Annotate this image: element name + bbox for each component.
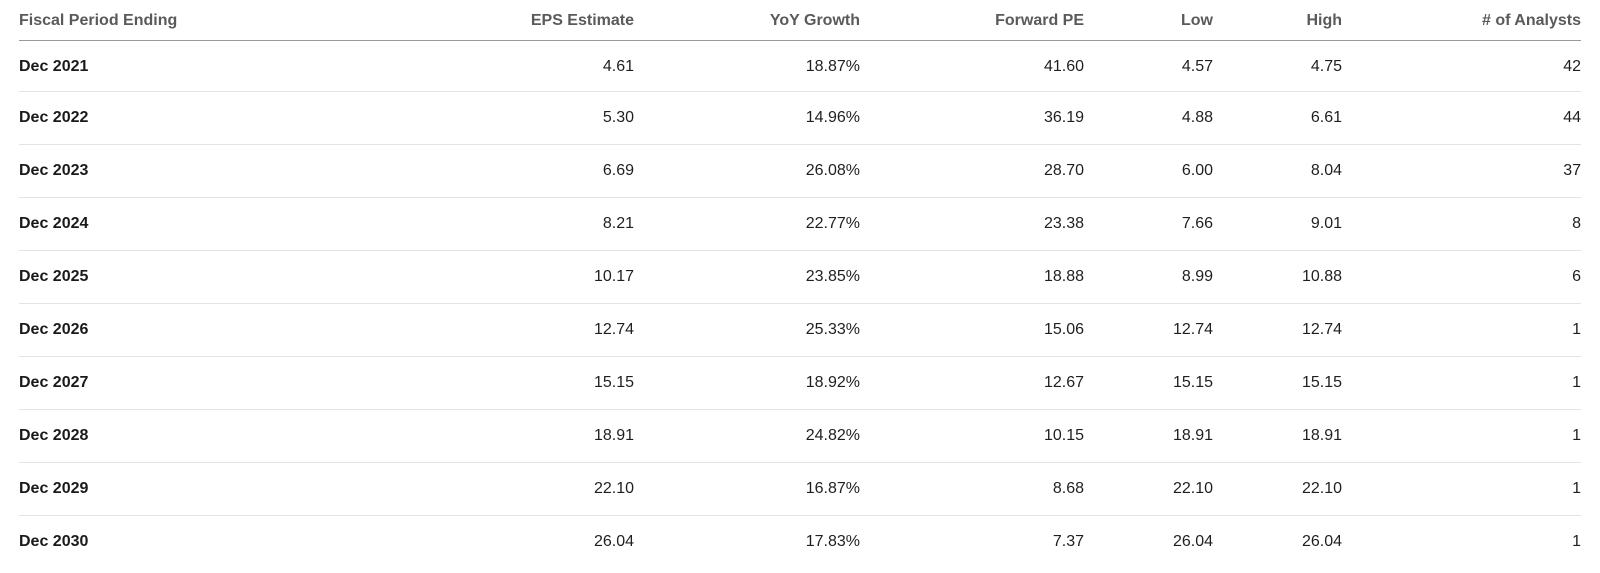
cell-eps-estimate: 22.10	[449, 462, 634, 516]
cell-analysts: 1	[1572, 532, 1581, 550]
cell-yoy-growth: 16.87%	[634, 462, 860, 516]
header-row: Fiscal Period Ending EPS Estimate YoY Gr…	[19, 0, 1581, 41]
cell-eps-estimate: 6.69	[449, 144, 634, 198]
cell-fiscal-period: Dec 2024	[19, 197, 449, 251]
cell-high: 6.61	[1213, 91, 1342, 145]
cell-low: 6.00	[1084, 144, 1213, 198]
cell-low: 26.04	[1172, 532, 1213, 550]
cell-analysts: 37	[1342, 144, 1581, 198]
table-row: Dec 2021 4.61 18.87% 41.60 4.57 4.75 42	[19, 40, 1581, 92]
cell-forward-pe: 28.70	[860, 144, 1084, 198]
cell-analysts: 42	[1342, 40, 1581, 92]
cell-low: 22.10	[1084, 462, 1213, 516]
cell-yoy-growth: 26.08%	[634, 144, 860, 198]
cell-low: 8.99	[1084, 250, 1213, 304]
table-row: Dec 2022 5.30 14.96% 36.19 4.88 6.61 44	[19, 91, 1581, 145]
cell-high: 22.10	[1213, 462, 1342, 516]
cell-low: 4.88	[1084, 91, 1213, 145]
cell-yoy-growth: 24.82%	[634, 409, 860, 463]
cell-yoy-growth: 23.85%	[634, 250, 860, 304]
table-row: Dec 2024 8.21 22.77% 23.38 7.66 9.01 8	[19, 197, 1581, 251]
cell-low: 12.74	[1084, 303, 1213, 357]
cell-fiscal-period: Dec 2026	[19, 303, 449, 357]
cell-analysts: 1	[1342, 409, 1581, 463]
cell-forward-pe: 23.38	[860, 197, 1084, 251]
header-fiscal-period-ending[interactable]: Fiscal Period Ending	[19, 0, 449, 41]
table-body: Dec 2021 4.61 18.87% 41.60 4.57 4.75 42 …	[19, 40, 1581, 568]
cell-fiscal-period: Dec 2023	[19, 144, 449, 198]
cell-fiscal-period: Dec 2030	[19, 532, 89, 550]
cell-high: 15.15	[1213, 356, 1342, 410]
cell-low: 18.91	[1084, 409, 1213, 463]
table-row: Dec 2029 22.10 16.87% 8.68 22.10 22.10 1	[19, 462, 1581, 516]
cell-analysts: 1	[1342, 356, 1581, 410]
table-row: Dec 2028 18.91 24.82% 10.15 18.91 18.91 …	[19, 409, 1581, 463]
cell-yoy-growth: 25.33%	[634, 303, 860, 357]
cell-eps-estimate: 12.74	[449, 303, 634, 357]
cell-forward-pe: 36.19	[860, 91, 1084, 145]
cell-high: 8.04	[1213, 144, 1342, 198]
cell-low: 4.57	[1084, 40, 1213, 92]
table-row: Dec 2025 10.17 23.85% 18.88 8.99 10.88 6	[19, 250, 1581, 304]
cell-high: 12.74	[1213, 303, 1342, 357]
cell-fiscal-period: Dec 2028	[19, 409, 449, 463]
cell-forward-pe: 15.06	[860, 303, 1084, 357]
table-header: Fiscal Period Ending EPS Estimate YoY Gr…	[19, 0, 1581, 41]
cell-forward-pe: 10.15	[860, 409, 1084, 463]
table-row: Dec 2027 15.15 18.92% 12.67 15.15 15.15 …	[19, 356, 1581, 410]
cell-low: 7.66	[1084, 197, 1213, 251]
cell-yoy-growth: 18.87%	[634, 40, 860, 92]
cell-forward-pe: 8.68	[860, 462, 1084, 516]
table-row: Dec 2030 26.04 17.83% 7.37 26.04 26.04 1	[19, 515, 1581, 568]
cell-fiscal-period: Dec 2025	[19, 250, 449, 304]
cell-eps-estimate: 18.91	[449, 409, 634, 463]
cell-analysts: 8	[1342, 197, 1581, 251]
cell-forward-pe: 41.60	[860, 40, 1084, 92]
cell-eps-estimate: 10.17	[449, 250, 634, 304]
cell-high: 4.75	[1213, 40, 1342, 92]
header-yoy-growth[interactable]: YoY Growth	[634, 0, 860, 41]
cell-yoy-growth: 14.96%	[634, 91, 860, 145]
cell-eps-estimate: 5.30	[449, 91, 634, 145]
cell-analysts: 6	[1342, 250, 1581, 304]
cell-yoy-growth: 18.92%	[634, 356, 860, 410]
table-row: Dec 2026 12.74 25.33% 15.06 12.74 12.74 …	[19, 303, 1581, 357]
cell-fiscal-period: Dec 2021	[19, 40, 449, 92]
cell-analysts: 44	[1342, 91, 1581, 145]
cell-forward-pe: 12.67	[860, 356, 1084, 410]
header-forward-pe[interactable]: Forward PE	[860, 0, 1084, 41]
header-number-of-analysts[interactable]: # of Analysts	[1342, 0, 1581, 41]
cell-high: 10.88	[1213, 250, 1342, 304]
cell-fiscal-period: Dec 2027	[19, 356, 449, 410]
eps-estimates-table-container: Fiscal Period Ending EPS Estimate YoY Gr…	[19, 0, 1581, 568]
cell-yoy-growth: 22.77%	[634, 197, 860, 251]
cell-yoy-growth: 17.83%	[805, 532, 860, 550]
cell-eps-estimate: 4.61	[449, 40, 634, 92]
header-high[interactable]: High	[1213, 0, 1342, 41]
table-row: Dec 2023 6.69 26.08% 28.70 6.00 8.04 37	[19, 144, 1581, 198]
header-eps-estimate[interactable]: EPS Estimate	[449, 0, 634, 41]
cell-eps-estimate: 15.15	[449, 356, 634, 410]
cell-high: 18.91	[1213, 409, 1342, 463]
cell-fiscal-period: Dec 2029	[19, 462, 449, 516]
cell-eps-estimate: 26.04	[593, 532, 634, 550]
eps-estimates-table: Fiscal Period Ending EPS Estimate YoY Gr…	[19, 0, 1581, 568]
cell-analysts: 1	[1342, 303, 1581, 357]
cell-low: 15.15	[1084, 356, 1213, 410]
cell-forward-pe: 7.37	[1052, 532, 1084, 550]
cell-high: 9.01	[1213, 197, 1342, 251]
cell-high: 26.04	[1301, 532, 1342, 550]
cell-forward-pe: 18.88	[860, 250, 1084, 304]
cell-fiscal-period: Dec 2022	[19, 91, 449, 145]
cell-eps-estimate: 8.21	[449, 197, 634, 251]
header-low[interactable]: Low	[1084, 0, 1213, 41]
cell-analysts: 1	[1342, 462, 1581, 516]
